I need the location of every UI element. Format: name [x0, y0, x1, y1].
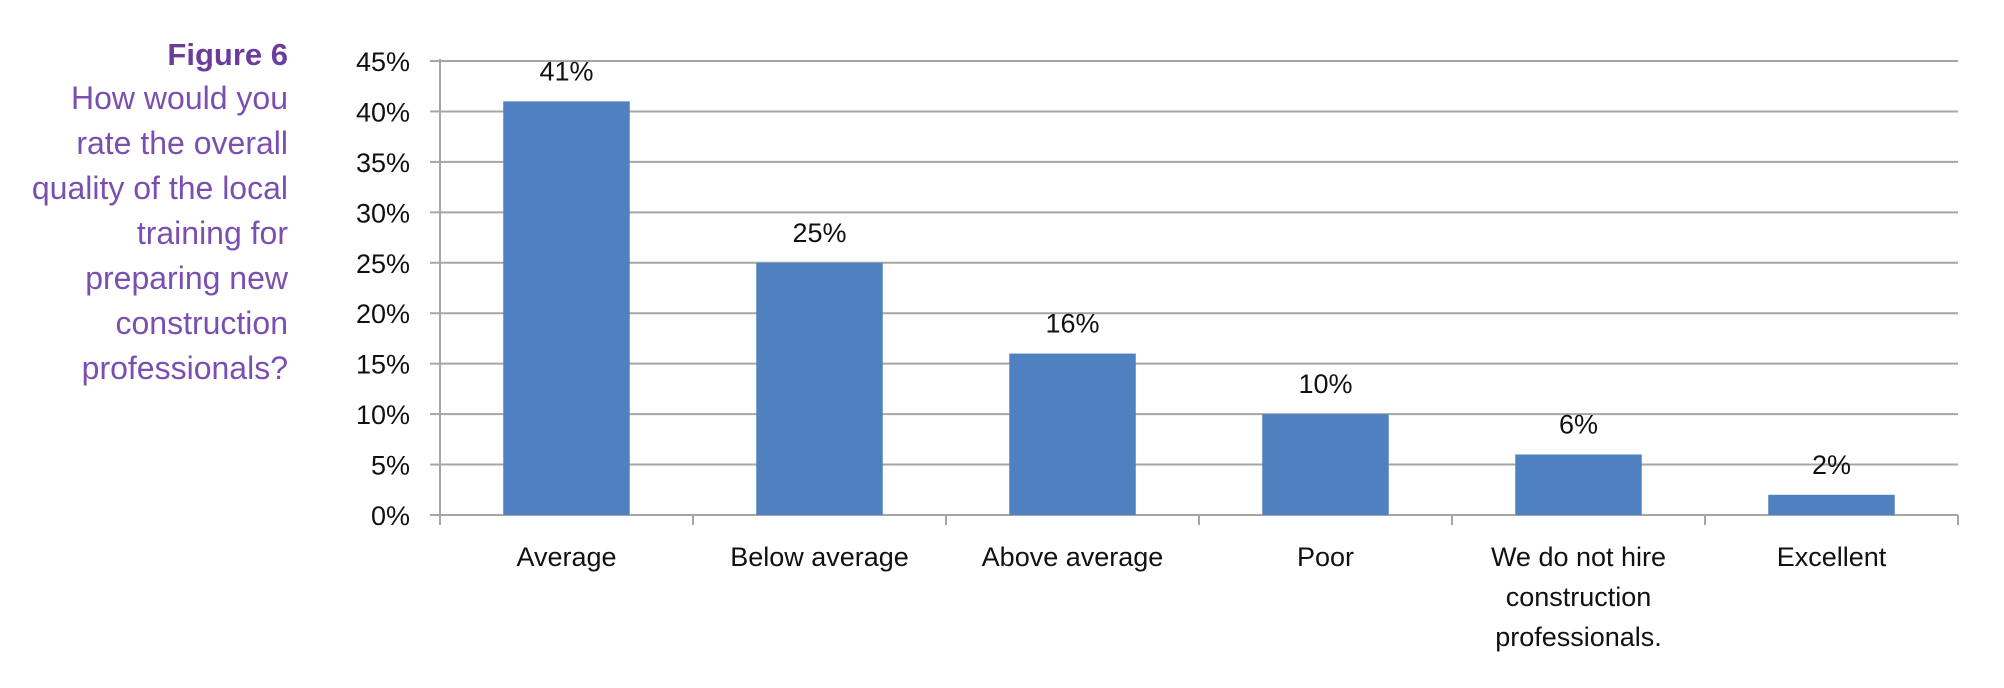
figure-label: Figure 6 [167, 37, 288, 72]
data-label: 25% [792, 218, 846, 248]
bar [1515, 454, 1642, 515]
y-tick-label: 5% [371, 451, 410, 481]
bar [1768, 494, 1895, 515]
grid-lines [440, 60, 1958, 466]
y-tick-label: 45% [356, 47, 410, 77]
bar [503, 101, 630, 515]
y-tick-label: 15% [356, 350, 410, 380]
x-tick-label: Above average [982, 542, 1164, 572]
bars [503, 101, 1895, 515]
bar [756, 262, 883, 515]
figure-caption: Figure 6 How would you rate the overall … [20, 34, 288, 391]
chart-question: How would you rate the overall quality o… [31, 80, 288, 386]
data-label: 41% [539, 56, 593, 86]
y-tick-label: 0% [371, 501, 410, 531]
y-tick-label: 30% [356, 198, 410, 228]
y-tick-label: 25% [356, 249, 410, 279]
data-label: 10% [1298, 369, 1352, 399]
x-tick-label: Average [516, 542, 616, 572]
bar [1262, 414, 1389, 515]
x-tick-label: Excellent [1777, 542, 1887, 572]
y-tick-label: 40% [356, 97, 410, 127]
labels: 0% 5% 10% 15% 20% 25% 30% 35% 40% 45% 41% Average 25… [356, 47, 1887, 652]
y-tick-label: 10% [356, 400, 410, 430]
axes [430, 59, 1959, 525]
x-tick-label: We do not hire construction professionals. [1491, 542, 1666, 652]
data-label: 6% [1559, 409, 1598, 439]
y-tick-label: 35% [356, 148, 410, 178]
x-tick-label: Poor [1297, 542, 1354, 572]
data-label: 2% [1812, 450, 1851, 480]
data-label: 16% [1045, 309, 1099, 339]
x-tick-label: Below average [730, 542, 909, 572]
bar [1009, 353, 1136, 515]
y-tick-label: 20% [356, 299, 410, 329]
